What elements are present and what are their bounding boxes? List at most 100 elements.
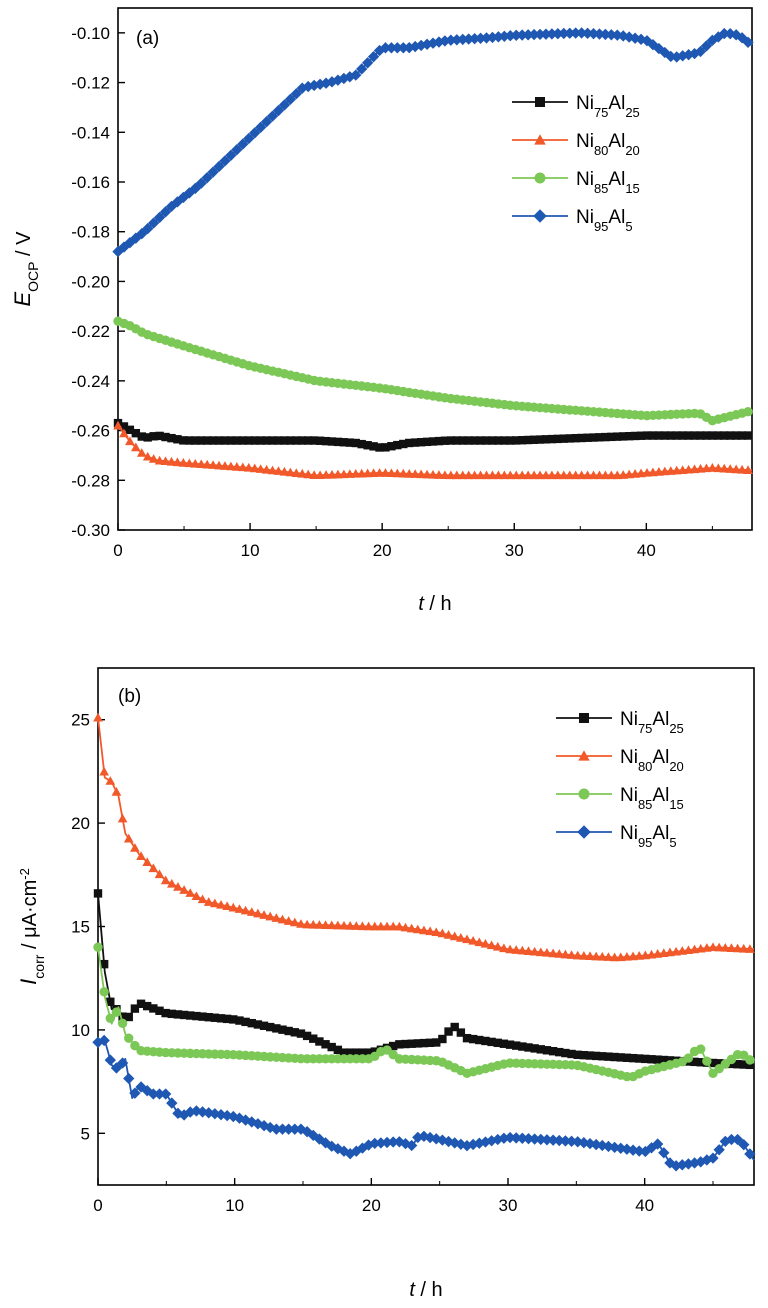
data-point	[505, 1040, 515, 1049]
data-point	[266, 110, 279, 122]
data-point	[190, 458, 201, 468]
data-point	[619, 432, 628, 441]
data-point	[375, 443, 384, 452]
data-point	[125, 436, 135, 446]
data-point	[105, 776, 116, 785]
x-tick-label: 40	[635, 1196, 654, 1215]
data-point	[696, 1044, 706, 1054]
data-point	[369, 1137, 381, 1150]
data-point	[672, 431, 681, 440]
data-point	[629, 32, 641, 44]
data-point	[738, 1139, 750, 1151]
data-point	[607, 432, 616, 442]
data-point	[210, 898, 220, 908]
chart-panel-b: 0 10 20 30 40 5 10 15 20 25 t / h Icorr / μA·cm-2 (b…	[16, 667, 756, 1301]
data-point	[696, 1058, 705, 1067]
data-point	[510, 29, 522, 41]
data-point	[547, 1134, 559, 1146]
data-point	[130, 232, 142, 244]
data-point	[719, 463, 730, 473]
data-point	[296, 919, 306, 928]
data-point	[98, 1034, 110, 1047]
data-point	[529, 435, 539, 444]
data-point	[351, 921, 362, 930]
data-point	[659, 1055, 668, 1065]
data-point	[192, 1011, 201, 1021]
y-tick-label: 5	[81, 1124, 90, 1143]
data-point	[654, 431, 664, 440]
data-point	[289, 1123, 301, 1135]
data-point	[307, 1129, 319, 1142]
data-point	[136, 851, 146, 861]
data-point	[243, 132, 255, 145]
data-point	[315, 436, 325, 445]
data-point	[451, 34, 463, 46]
data-point	[350, 69, 362, 81]
data-point	[745, 1055, 755, 1065]
data-point	[499, 943, 509, 953]
data-point	[191, 436, 200, 445]
data-point	[437, 928, 448, 938]
x-tick-label: 20	[362, 1196, 381, 1215]
y-tick-label: -0.30	[71, 521, 110, 540]
data-point	[665, 50, 677, 63]
data-point	[125, 425, 135, 435]
data-point	[295, 1123, 307, 1135]
data-point	[327, 437, 337, 446]
data-point	[256, 436, 265, 445]
data-point	[327, 1042, 336, 1052]
data-point	[274, 436, 283, 445]
data-point	[179, 1010, 189, 1020]
data-point	[302, 919, 312, 929]
data-point	[555, 1047, 564, 1057]
data-point	[225, 149, 237, 161]
data-point	[369, 442, 378, 451]
data-point	[475, 1035, 484, 1045]
data-point	[220, 461, 230, 470]
data-point	[363, 921, 374, 931]
data-point	[737, 464, 747, 474]
data-point	[552, 28, 564, 40]
data-point	[369, 921, 380, 931]
data-point	[599, 28, 612, 41]
data-point	[439, 35, 451, 47]
data-point	[201, 171, 213, 184]
data-point	[559, 434, 568, 443]
data-point	[167, 433, 176, 443]
data-point	[506, 436, 515, 445]
data-point	[731, 431, 741, 440]
data-point	[470, 436, 479, 445]
data-point	[726, 943, 737, 952]
data-point	[410, 438, 420, 447]
data-point	[604, 1052, 613, 1061]
data-point	[603, 952, 614, 961]
data-point	[195, 177, 207, 189]
data-point	[356, 1142, 369, 1154]
data-point	[585, 951, 595, 961]
data-point	[303, 469, 314, 479]
data-point	[488, 436, 497, 445]
legend-item-ni75al25: Ni75Al25	[556, 709, 684, 736]
data-point	[427, 37, 439, 49]
data-point	[397, 42, 409, 54]
data-point	[208, 460, 218, 469]
data-point	[688, 1157, 701, 1169]
data-point	[278, 99, 291, 111]
data-point	[118, 241, 130, 253]
data-point	[226, 461, 236, 471]
data-point	[119, 422, 129, 431]
data-point	[641, 1054, 650, 1064]
data-point	[561, 1048, 570, 1058]
data-point	[363, 441, 372, 450]
x-tick-label: 0	[93, 1196, 102, 1215]
data-point	[234, 904, 245, 913]
data-point	[93, 942, 103, 952]
data-point	[560, 949, 571, 959]
data-point	[137, 432, 146, 441]
data-point	[523, 435, 533, 445]
data-point	[284, 93, 297, 106]
series-ni85al15	[93, 942, 755, 1082]
data-point	[111, 787, 122, 796]
data-point	[198, 1012, 207, 1021]
data-point	[136, 448, 147, 457]
